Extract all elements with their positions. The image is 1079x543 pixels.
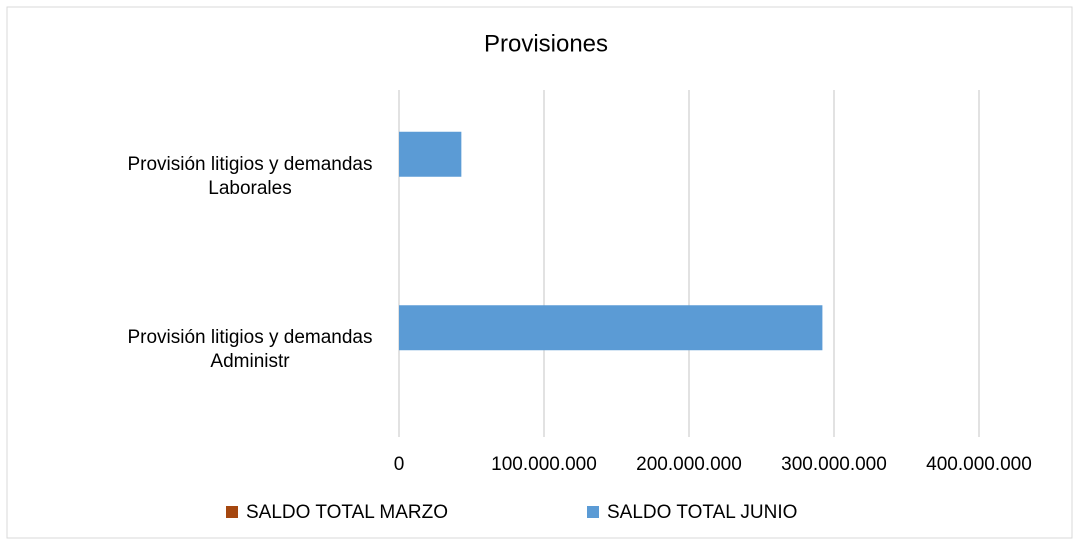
legend-label: SALDO TOTAL MARZO [246, 502, 448, 523]
x-tick-label: 400.000.000 [926, 454, 1032, 475]
bar [399, 131, 462, 177]
legend-swatch [587, 506, 599, 518]
x-tick-label: 0 [394, 454, 405, 475]
chart-title: Provisiones [484, 30, 608, 57]
y-tick-label: Provisión litigios y demandas Administr [127, 327, 373, 373]
y-tick-label: Provisión litigios y demandas Laborales [127, 153, 373, 199]
x-tick-label: 100.000.000 [491, 454, 597, 475]
legend-label: SALDO TOTAL JUNIO [607, 502, 797, 523]
bar [399, 305, 823, 351]
x-tick-label: 200.000.000 [636, 454, 742, 475]
legend-swatch [226, 506, 238, 518]
x-tick-label: 300.000.000 [781, 454, 887, 475]
chart-border [6, 6, 1073, 539]
